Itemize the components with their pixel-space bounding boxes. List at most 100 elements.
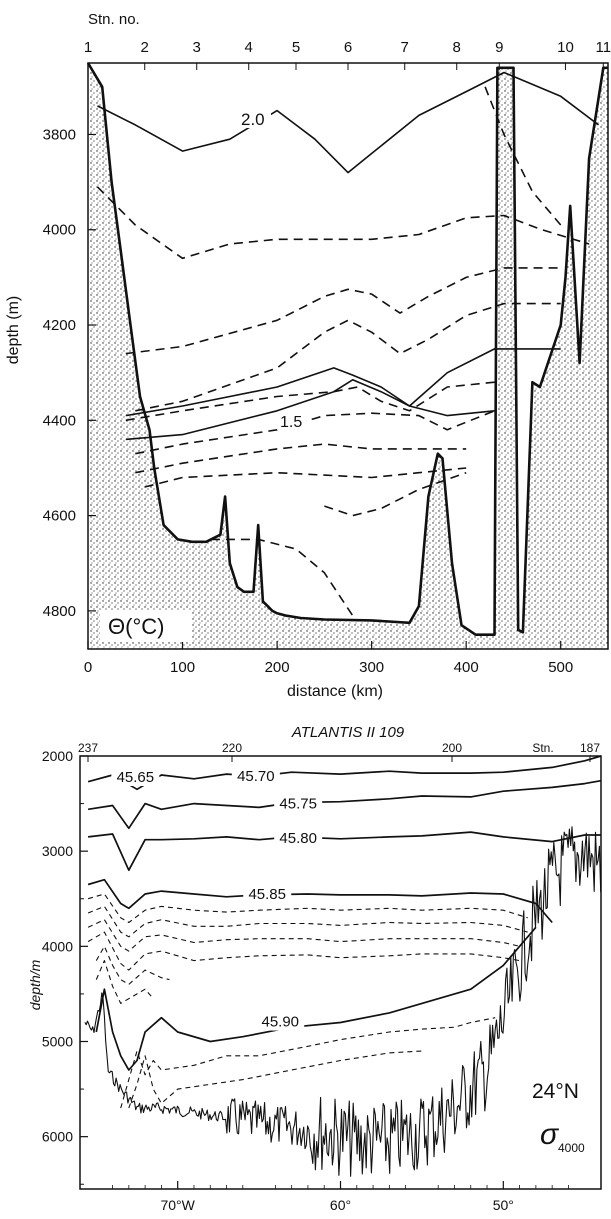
contour-label-backdrop-1-5 bbox=[278, 412, 306, 430]
cruise-title: ATLANTIS II 109 bbox=[291, 724, 405, 741]
latitude-label-backdrop bbox=[525, 1070, 597, 1160]
longitude-tick-label-0: 70°W bbox=[160, 1197, 195, 1213]
isotherm-10 bbox=[135, 443, 467, 474]
sigma-contour-13 bbox=[128, 1050, 422, 1109]
sigma-contour-11 bbox=[95, 926, 537, 1071]
station-tick-label-9: 9 bbox=[495, 39, 503, 56]
depth-tick-label-b-2000: 2000 bbox=[42, 748, 73, 764]
isotherm-5 bbox=[135, 302, 561, 412]
plot-frame bbox=[87, 62, 609, 650]
plot-frame-bottom-panel bbox=[79, 755, 602, 1190]
station-tick-label-7: 7 bbox=[401, 39, 409, 56]
depth-axis: 3800 4000 4200 4400 4600 4800 bbox=[43, 126, 96, 620]
latitude-label: 24°N bbox=[532, 1080, 579, 1103]
contour-label-5: 45.90 bbox=[261, 1014, 299, 1031]
isotherm-6 bbox=[125, 348, 561, 417]
sigma-contour-5 bbox=[87, 893, 528, 924]
sediment-fill bbox=[88, 63, 608, 649]
y-axis-label-bottom-panel: depth/m bbox=[27, 959, 43, 1010]
sigma-contour-10 bbox=[95, 960, 154, 1004]
temperature-panel: Stn. no. 1 2 3 4 5 6 7 8 9 10 11 3800 4000 4200 4400 4… bbox=[5, 11, 611, 700]
station-axis-title: Stn. no. bbox=[88, 11, 140, 28]
distance-tick-label-100: 100 bbox=[170, 659, 195, 676]
contour-label-backdrop-4 bbox=[243, 883, 292, 904]
station-tick-label-4: 4 bbox=[245, 39, 253, 56]
isotherm-12 bbox=[324, 471, 467, 517]
top-axis-label-2: 200 bbox=[442, 741, 462, 755]
contour-label-backdrop-0 bbox=[111, 765, 160, 786]
sigma-contour-7 bbox=[87, 919, 520, 952]
variable-label-backdrop bbox=[100, 610, 192, 642]
station-axis: 1 2 3 4 5 6 7 8 9 10 11 bbox=[84, 39, 611, 70]
contour-label-2: 45.75 bbox=[279, 796, 317, 813]
depth-tick-label-b-3000: 3000 bbox=[42, 843, 73, 859]
station-tick-label-1: 1 bbox=[84, 39, 92, 56]
contour-label-0: 45.65 bbox=[117, 769, 155, 786]
contour-label-1-5: 1.5 bbox=[280, 414, 302, 431]
isotherm-contours bbox=[96, 71, 599, 617]
distance-axis: 0 100 200 300 400 500 bbox=[84, 641, 573, 676]
station-axis-bottom-panel: 237 220 200 Stn. 187 bbox=[78, 741, 600, 762]
distance-tick-label-300: 300 bbox=[359, 659, 384, 676]
sigma-label: σ bbox=[540, 1118, 560, 1151]
station-tick-label-10: 10 bbox=[557, 39, 574, 56]
distance-tick-label-400: 400 bbox=[454, 659, 479, 676]
sigma-contour-2 bbox=[87, 779, 602, 830]
distance-tick-label-500: 500 bbox=[548, 659, 573, 676]
y-axis-label: depth (m) bbox=[5, 296, 22, 364]
x-axis-label: distance (km) bbox=[287, 683, 383, 700]
sigma-subscript: 4000 bbox=[558, 1141, 585, 1155]
bottom-topography-line bbox=[86, 62, 608, 636]
isotherm-1 bbox=[97, 71, 599, 174]
depth-tick-label-4200: 4200 bbox=[43, 317, 76, 334]
distance-tick-label-200: 200 bbox=[265, 659, 290, 676]
sigma-contour-9 bbox=[95, 945, 170, 985]
depth-tick-label-b-4000: 4000 bbox=[42, 938, 73, 954]
depth-axis-bottom-panel: 2000 3000 4000 5000 6000 bbox=[42, 748, 88, 1185]
variable-label: Θ(°C) bbox=[108, 614, 164, 639]
sigma-contour-1 bbox=[87, 755, 602, 791]
top-axis-label-0: 237 bbox=[78, 741, 98, 755]
station-tick-label-8: 8 bbox=[453, 39, 461, 56]
contour-label-backdrop-3 bbox=[274, 826, 323, 847]
depth-tick-label-4000: 4000 bbox=[43, 222, 76, 239]
top-axis-label-3: Stn. bbox=[532, 741, 553, 755]
isotherm-8 bbox=[125, 379, 495, 441]
isotherm-9 bbox=[135, 410, 495, 455]
isotherm-7 bbox=[125, 381, 495, 422]
contour-label-1: 45.70 bbox=[237, 768, 275, 785]
contour-label-3: 45.80 bbox=[279, 830, 317, 847]
contour-label-backdrop-2 bbox=[274, 792, 323, 813]
contour-label-backdrop-5 bbox=[256, 1010, 305, 1031]
seafloor-profile bbox=[84, 826, 602, 1177]
longitude-tick-label-1: 60° bbox=[330, 1197, 351, 1213]
contour-label-4: 45.85 bbox=[248, 886, 286, 903]
contour-label-backdrop-2-0 bbox=[237, 108, 271, 128]
station-tick-label-5: 5 bbox=[292, 39, 300, 56]
bottom-profile-line bbox=[84, 826, 602, 1177]
depth-tick-label-4400: 4400 bbox=[43, 412, 76, 429]
isotherm-11 bbox=[144, 467, 467, 488]
depth-tick-label-4600: 4600 bbox=[43, 508, 76, 525]
contour-label-backdrop-1 bbox=[231, 765, 280, 786]
sigma-contour-3 bbox=[88, 831, 601, 872]
sigma-contour-4 bbox=[87, 878, 553, 924]
top-axis-label-1: 220 bbox=[222, 741, 242, 755]
station-tick-label-3: 3 bbox=[193, 39, 201, 56]
station-tick-label-2: 2 bbox=[141, 39, 149, 56]
depth-tick-label-3800: 3800 bbox=[43, 126, 76, 143]
station-tick-label-11: 11 bbox=[595, 39, 611, 56]
density-panel: ATLANTIS II 109 237 220 200 Stn. 187 2000 300… bbox=[27, 724, 602, 1213]
contour-label-2-0: 2.0 bbox=[241, 110, 265, 129]
isotherm-4 bbox=[125, 267, 561, 355]
station-tick-label-6: 6 bbox=[344, 39, 352, 56]
isotherm-13 bbox=[210, 538, 354, 617]
sigma-contour-8 bbox=[87, 931, 520, 971]
seafloor bbox=[86, 62, 608, 649]
top-axis-label-4: 187 bbox=[580, 741, 600, 755]
isotherm-3 bbox=[484, 86, 562, 226]
sigma-contour-6 bbox=[87, 905, 528, 938]
depth-tick-label-b-6000: 6000 bbox=[42, 1129, 73, 1145]
